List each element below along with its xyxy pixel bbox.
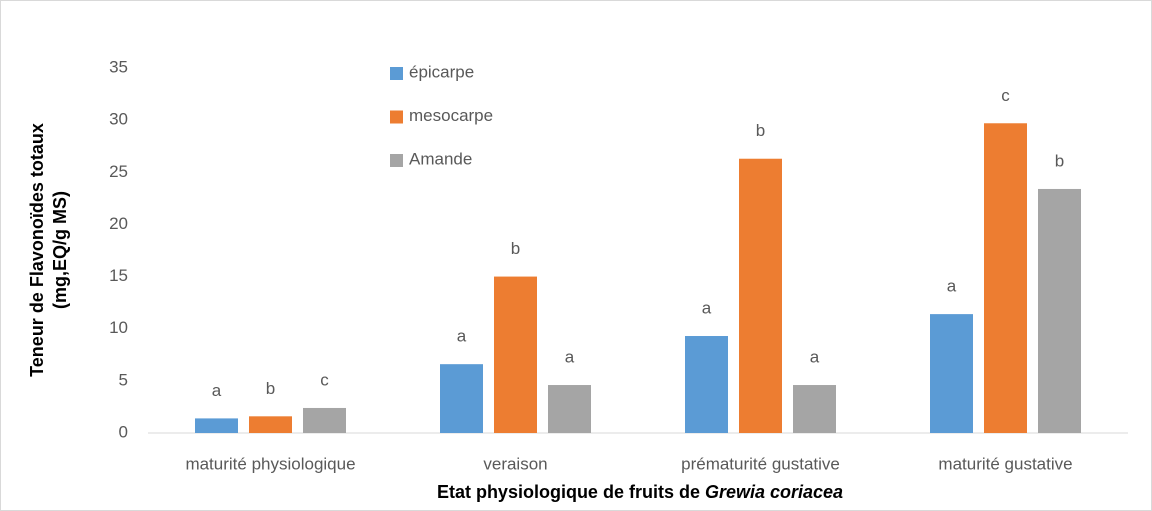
bar — [685, 336, 728, 433]
x-tick-label: maturité physiologique — [185, 454, 355, 473]
x-tick-label: veraison — [483, 454, 547, 473]
y-tick-label: 5 — [119, 370, 128, 389]
bar — [548, 385, 591, 433]
bar-annotation: b — [1055, 151, 1064, 170]
x-tick-label: maturité gustative — [938, 454, 1072, 473]
bar — [793, 385, 836, 433]
bar-annotation: c — [320, 370, 329, 389]
bar-annotation: a — [702, 298, 712, 317]
bar-annotation: a — [212, 381, 222, 400]
legend-swatch — [390, 110, 403, 124]
bar — [195, 418, 238, 433]
y-tick-label: 25 — [109, 162, 128, 181]
y-tick-label: 10 — [109, 318, 128, 337]
bar-annotation: a — [457, 327, 467, 346]
legend-swatch — [390, 67, 403, 80]
bar — [930, 314, 973, 433]
bar — [440, 364, 483, 433]
bar-annotation: a — [810, 348, 820, 367]
bar-annotation: b — [511, 239, 520, 258]
y-tick-label: 35 — [109, 57, 128, 76]
bar-annotation: b — [756, 121, 765, 140]
bar — [739, 158, 782, 433]
x-axis-title: Etat physiologique de fruits de Grewia co… — [437, 482, 843, 502]
y-axis-title: Teneur de Flavonoïdes totaux (mg,EQ/g MS… — [27, 123, 70, 377]
legend-label: mesocarpe — [409, 106, 493, 125]
x-axis-title-species: Grewia coriacea — [705, 482, 843, 502]
y-tick-label: 20 — [109, 214, 128, 233]
bar-annotation: c — [1001, 86, 1010, 105]
bar — [1038, 188, 1081, 433]
bar — [249, 416, 292, 433]
bar — [494, 276, 537, 433]
y-axis-title-line: (mg,EQ/g MS) — [50, 191, 70, 309]
bar-annotation: a — [947, 277, 957, 296]
bar-annotation: a — [565, 348, 575, 367]
x-axis-title-text: Etat physiologique de fruits de — [437, 482, 700, 502]
y-tick-label: 15 — [109, 266, 128, 285]
x-tick-label: prématurité gustative — [681, 454, 840, 473]
y-tick-label: 30 — [109, 110, 128, 129]
y-axis-title-line: Teneur de Flavonoïdes totaux — [27, 123, 47, 377]
legend-label: Amande — [409, 149, 472, 168]
legend-label: épicarpe — [409, 62, 474, 81]
bar-annotation: b — [266, 379, 275, 398]
legend-swatch — [390, 154, 403, 167]
bar — [303, 407, 346, 433]
bar — [984, 123, 1027, 434]
y-tick-label: 0 — [119, 422, 128, 441]
